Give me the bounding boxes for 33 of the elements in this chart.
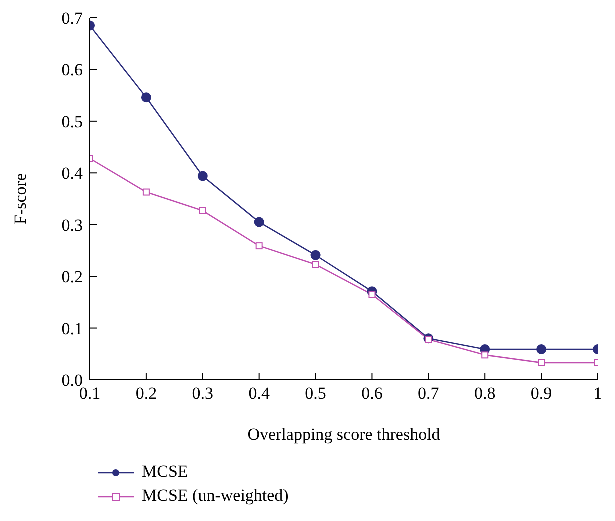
y-tick-label: 0.7 — [62, 9, 84, 28]
x-tick-label: 0.2 — [136, 384, 158, 404]
y-tick-label: 0.2 — [62, 268, 83, 287]
point — [538, 359, 546, 366]
point — [199, 207, 206, 214]
y-axis-title: F-score — [11, 174, 30, 224]
legend-label: MCSE (un-weighted) — [142, 486, 289, 505]
legend-label: MCSE — [142, 462, 188, 481]
x-tick-label: 0.8 — [474, 384, 496, 404]
point — [254, 217, 264, 228]
point — [482, 352, 489, 359]
y-tick-label: 0.4 — [62, 164, 84, 184]
point — [425, 336, 432, 344]
point — [536, 344, 547, 354]
y-tick-label: 0.6 — [62, 60, 83, 80]
x-tick-label: 0.3 — [192, 384, 214, 404]
x-axis-title: Overlapping score threshold — [248, 425, 441, 444]
x-tick-label: 0.4 — [248, 384, 270, 404]
y-tick-label: 0.5 — [62, 112, 83, 132]
x-tick-label: 0.9 — [530, 384, 552, 404]
x-tick-label: 0.5 — [305, 384, 326, 404]
x-tick-label: 0.6 — [362, 384, 383, 404]
point — [141, 92, 152, 103]
x-tick-label: 0.7 — [418, 384, 440, 404]
point — [198, 171, 208, 182]
point — [256, 242, 263, 250]
point — [312, 261, 320, 268]
point — [368, 291, 376, 298]
point — [142, 188, 150, 196]
y-tick-label: 0.1 — [62, 319, 83, 338]
y-tick-label: 0.3 — [62, 216, 83, 235]
point — [310, 250, 321, 260]
x-tick-label: 1 — [594, 384, 602, 404]
